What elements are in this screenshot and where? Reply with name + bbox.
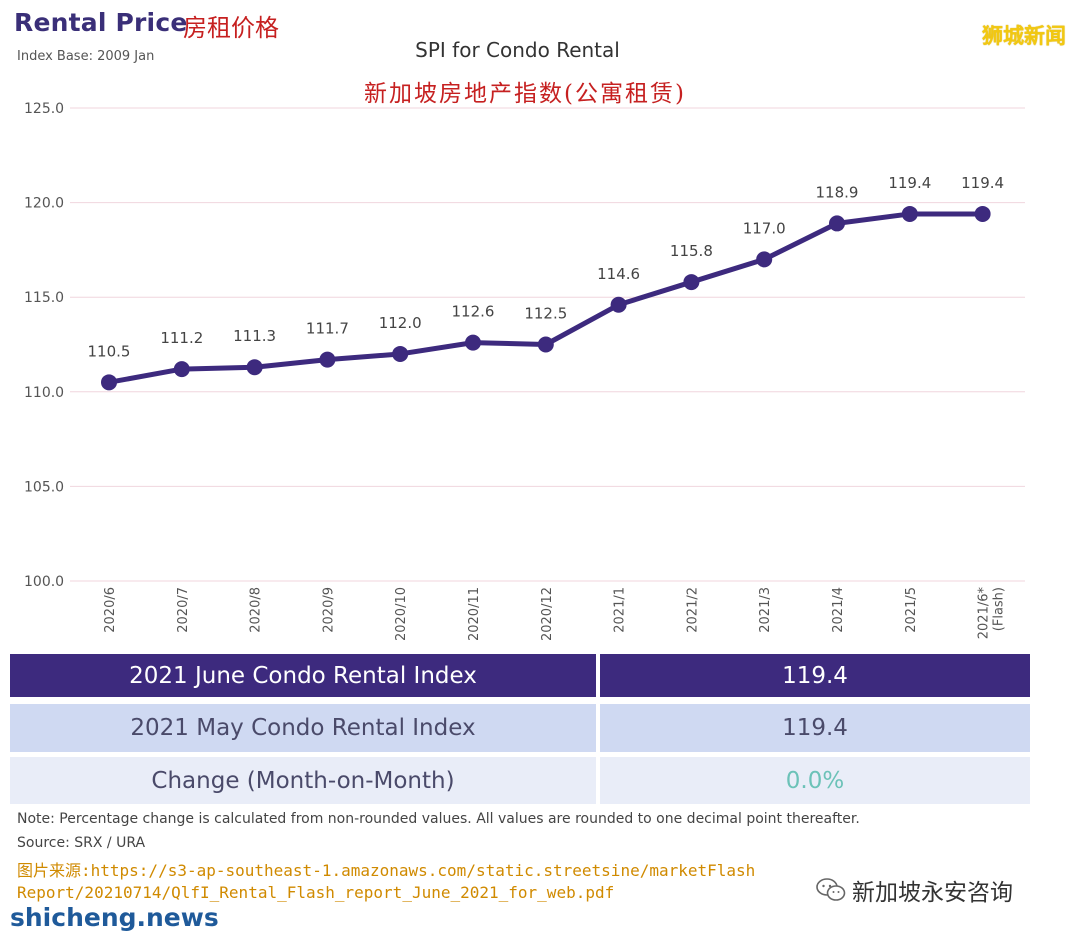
data-labels-layer: 110.5 111.2 111.3 111.7 112.0 112.6 112.5 114.6…: [88, 174, 1005, 360]
image-source-line2: Report/20210714/QlfI_Rental_Flash_report…: [17, 883, 615, 902]
grid-layer: [70, 107, 1025, 582]
watermark-left: shicheng.news: [10, 903, 219, 932]
table-row-label: 2021 May Condo Rental Index: [10, 704, 596, 752]
data-point: [901, 205, 918, 222]
image-source: 图片来源:https://s3-ap-southeast-1.amazonaws…: [17, 860, 797, 904]
data-label: 115.8: [670, 242, 713, 260]
data-point: [392, 345, 409, 362]
y-tick-label: 115.0: [24, 290, 64, 306]
footnote: Note: Percentage change is calculated fr…: [17, 811, 860, 827]
y-tick-label: 100.0: [24, 574, 64, 590]
watermark-right-text: 新加坡永安咨询: [852, 880, 1013, 906]
data-point: [173, 361, 190, 378]
y-tick-label: 110.0: [24, 385, 64, 401]
x-tick-label: 2021/4: [831, 587, 846, 633]
data-label: 119.4: [888, 174, 931, 192]
data-point: [974, 205, 991, 222]
x-tick-label: 2020/11: [467, 587, 482, 641]
data-point: [829, 215, 845, 232]
chart-title: SPI for Condo Rental: [415, 38, 620, 62]
watermark-right: 新加坡永安咨询: [816, 873, 1013, 907]
data-point: [246, 359, 263, 376]
x-tick-label: 2021/3: [758, 587, 773, 633]
table-row-value: 0.0%: [600, 757, 1030, 804]
page-title-cn: 房租价格: [183, 14, 279, 42]
image-source-line1: 图片来源:https://s3-ap-southeast-1.amazonaws…: [17, 861, 756, 880]
table-row-value: 119.4: [600, 654, 1030, 697]
x-tick-label: 2021/1: [613, 587, 628, 633]
table-row: Change (Month-on-Month) 0.0%: [10, 757, 1030, 804]
data-point: [683, 274, 700, 291]
data-label: 112.5: [524, 305, 567, 323]
data-point: [610, 296, 627, 313]
data-point: [465, 334, 481, 351]
source-label: Source: SRX / URA: [17, 835, 146, 851]
table-row-value: 119.4: [600, 704, 1030, 752]
x-tick-label: 2020/6: [103, 587, 118, 633]
data-point: [537, 336, 554, 353]
x-tick-label: 2021/2: [685, 587, 700, 633]
data-point: [101, 374, 117, 391]
x-tick-label: 2020/9: [321, 587, 336, 633]
index-base-label: Index Base: 2009 Jan: [17, 49, 155, 64]
chart-subtitle: 新加坡房地产指数(公寓租赁): [364, 81, 686, 107]
x-tick-label: 2020/8: [249, 587, 264, 633]
x-tick-label: (Flash): [992, 587, 1007, 631]
x-tick-label: 2020/10: [394, 587, 409, 641]
data-label: 111.7: [306, 320, 349, 338]
data-label: 114.6: [597, 265, 640, 283]
series-line-layer: [106, 211, 986, 385]
data-label: 117.0: [743, 219, 786, 237]
data-label: 112.0: [379, 314, 422, 332]
data-label: 111.3: [233, 327, 276, 345]
data-label: 112.6: [452, 303, 495, 321]
x-tick-label: 2021/6*: [977, 587, 992, 640]
data-point: [756, 251, 773, 268]
y-tick-label: 120.0: [24, 196, 64, 212]
x-axis-ticks: 2020/6 2020/7 2020/8 2020/9 2020/10 2020/11 20…: [103, 587, 1007, 642]
x-tick-label: 2021/5: [904, 587, 919, 633]
data-label: 111.2: [160, 329, 203, 347]
data-point: [319, 351, 336, 368]
data-label: 118.9: [816, 183, 859, 201]
page-title: Rental Price: [14, 8, 188, 37]
y-tick-label: 125.0: [24, 101, 64, 117]
table-row-label: 2021 June Condo Rental Index: [10, 654, 596, 697]
data-label: 110.5: [88, 342, 131, 360]
series-points-layer: [101, 205, 991, 391]
y-axis-ticks: 125.0 120.0 115.0 110.0 105.0 100.0: [24, 101, 64, 590]
table-row: 2021 June Condo Rental Index 119.4: [10, 654, 1030, 697]
table-row: 2021 May Condo Rental Index 119.4: [10, 704, 1030, 752]
x-tick-label: 2020/7: [176, 587, 191, 633]
series-line: [106, 211, 986, 385]
wechat-icon: [816, 878, 846, 901]
brand-logo-text: 狮城新闻: [982, 24, 1066, 48]
x-tick-label: 2020/12: [540, 587, 555, 641]
table-row-label: Change (Month-on-Month): [10, 757, 596, 804]
data-label: 119.4: [961, 174, 1004, 192]
y-tick-label: 105.0: [24, 479, 64, 495]
